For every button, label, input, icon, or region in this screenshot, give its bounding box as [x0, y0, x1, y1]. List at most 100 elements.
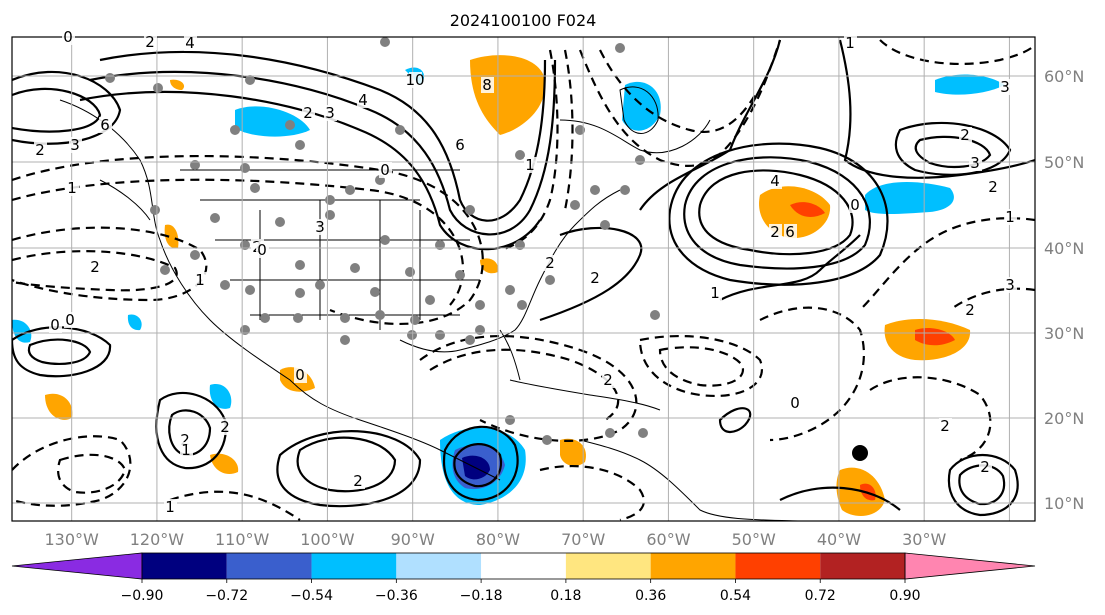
colorbar-tick-label: −0.72: [205, 588, 248, 604]
contour-label: 2: [940, 417, 950, 435]
colorbar-tick-label: 0.72: [805, 588, 836, 604]
contour-label: 0: [295, 366, 305, 384]
longitude-label: 50°W: [732, 530, 776, 549]
colorbar-tick-label: 0.54: [720, 588, 751, 604]
contour-label-bg: [849, 197, 862, 213]
contour-label: 1: [165, 498, 175, 516]
contour-label-bg: [302, 105, 315, 121]
storm-center-marker: [852, 445, 868, 461]
contour-label-bg: [769, 224, 782, 240]
colorbar-outline: [141, 552, 906, 580]
contour-label-bg: [64, 312, 77, 328]
contour-label: 2: [90, 258, 100, 276]
latitude-label: 40°N: [1044, 239, 1084, 258]
contour-label-bg: [409, 72, 422, 88]
contour-label-bg: [481, 77, 494, 93]
contour-label: 3: [70, 136, 80, 154]
colorbar-tick-label: −0.54: [290, 588, 333, 604]
longitude-label: 30°W: [902, 530, 946, 549]
contour-label-bg: [164, 499, 177, 515]
contour-label: 0: [850, 196, 860, 214]
contour-label-bg: [69, 137, 82, 153]
gridlines: [12, 37, 1035, 521]
contour-label-bg: [314, 219, 327, 235]
colorbar-tick-label: −0.36: [375, 588, 418, 604]
contour-label: 2: [988, 178, 998, 196]
contour-labels: 0246321086432103212012642132212023221021…: [34, 28, 1017, 516]
contour-label-bg: [34, 142, 47, 158]
observation-dots: [105, 37, 660, 445]
contour-label-bg: [589, 270, 602, 286]
contour-label-bg: [379, 162, 392, 178]
longitude-label: 100°W: [300, 530, 355, 549]
contour-label-bg: [49, 317, 62, 333]
latitude-label: 20°N: [1044, 409, 1084, 428]
contour-label: 6: [785, 223, 795, 241]
contour-label: 2: [980, 458, 990, 476]
contour-label: 1: [710, 284, 720, 302]
colorbar-tick-label: 0.18: [550, 588, 581, 604]
contour-label-bg: [144, 34, 157, 50]
contour-label: 4: [770, 172, 780, 190]
contour-label-bg: [180, 442, 193, 458]
contour-label: 0: [380, 161, 390, 179]
contour-label-bg: [999, 79, 1012, 95]
contour-label: 2: [965, 301, 975, 319]
contour-label-bg: [66, 180, 79, 196]
contour-label: 1: [845, 34, 855, 52]
contour-label: 1: [67, 179, 77, 197]
contour-label: 1: [181, 441, 191, 459]
colorbar-tick-label: 0.36: [635, 588, 666, 604]
contour-label: 0: [65, 311, 75, 329]
contour-label: 4: [185, 34, 195, 52]
colorbar-tick-label: −0.90: [121, 588, 164, 604]
contour-label: 3: [315, 218, 325, 236]
contour-label: 2: [353, 472, 363, 490]
colorbar-segment: [565, 553, 651, 579]
contour-label: 2: [603, 371, 613, 389]
longitude-label: 60°W: [646, 530, 690, 549]
contour-label: 2: [180, 431, 190, 449]
latitude-labels: 60°N 50°N 40°N 30°N 20°N 10°N: [1044, 67, 1084, 513]
contour-label-bg: [184, 35, 197, 51]
contour-label: 1: [1005, 208, 1015, 226]
contour-label-bg: [959, 127, 972, 143]
contour-label-bg: [979, 459, 992, 475]
contour-label-bg: [769, 173, 782, 189]
contour-label-bg: [1004, 277, 1017, 293]
colorbar-segment: [311, 553, 397, 579]
colorbar-segment: [650, 553, 736, 579]
longitude-labels: 130°W 120°W 110°W 100°W 90°W 80°W 70°W 60°W 50°W…: [44, 530, 946, 549]
longitude-label: 90°W: [391, 530, 435, 549]
colorbar-segment: [820, 553, 905, 579]
contour-label-bg: [939, 418, 952, 434]
latitude-label: 10°N: [1044, 494, 1084, 513]
contour-label: 1: [525, 156, 535, 174]
colorbar: −0.90 −0.72 −0.54 −0.36 −0.18 0.18 0.36 0.54 0.7…: [11, 552, 1036, 604]
colorbar-extend-high: [904, 552, 1036, 580]
contour-label: 2: [960, 126, 970, 144]
anomaly-shading: [12, 55, 1005, 516]
colorbar-segment: [142, 553, 227, 579]
longitude-label: 80°W: [476, 530, 520, 549]
map-title: 2024100100 F024: [450, 11, 597, 30]
contour-label-bg: [89, 259, 102, 275]
contour-label: 10: [405, 71, 424, 89]
colorbar-segment: [481, 553, 566, 579]
contour-label-bg: [789, 395, 802, 411]
contour-label: 2: [35, 141, 45, 159]
contour-label: 2: [545, 254, 555, 272]
contour-label: 6: [100, 116, 110, 134]
contour-label-bg: [256, 242, 269, 258]
colorbar-tick-label: 0.90: [889, 588, 920, 604]
colorbar-segment: [735, 553, 821, 579]
contour-label-bg: [987, 179, 1000, 195]
contour-label: 3: [1005, 276, 1015, 294]
contour-label-bg: [524, 157, 537, 173]
colorbar-extend-low: [11, 552, 143, 580]
contour-label-bg: [294, 367, 307, 383]
longitude-label: 70°W: [561, 530, 605, 549]
contour-label-bg: [1004, 209, 1017, 225]
colorbar-segment: [226, 553, 312, 579]
contour-label-bg: [964, 302, 977, 318]
